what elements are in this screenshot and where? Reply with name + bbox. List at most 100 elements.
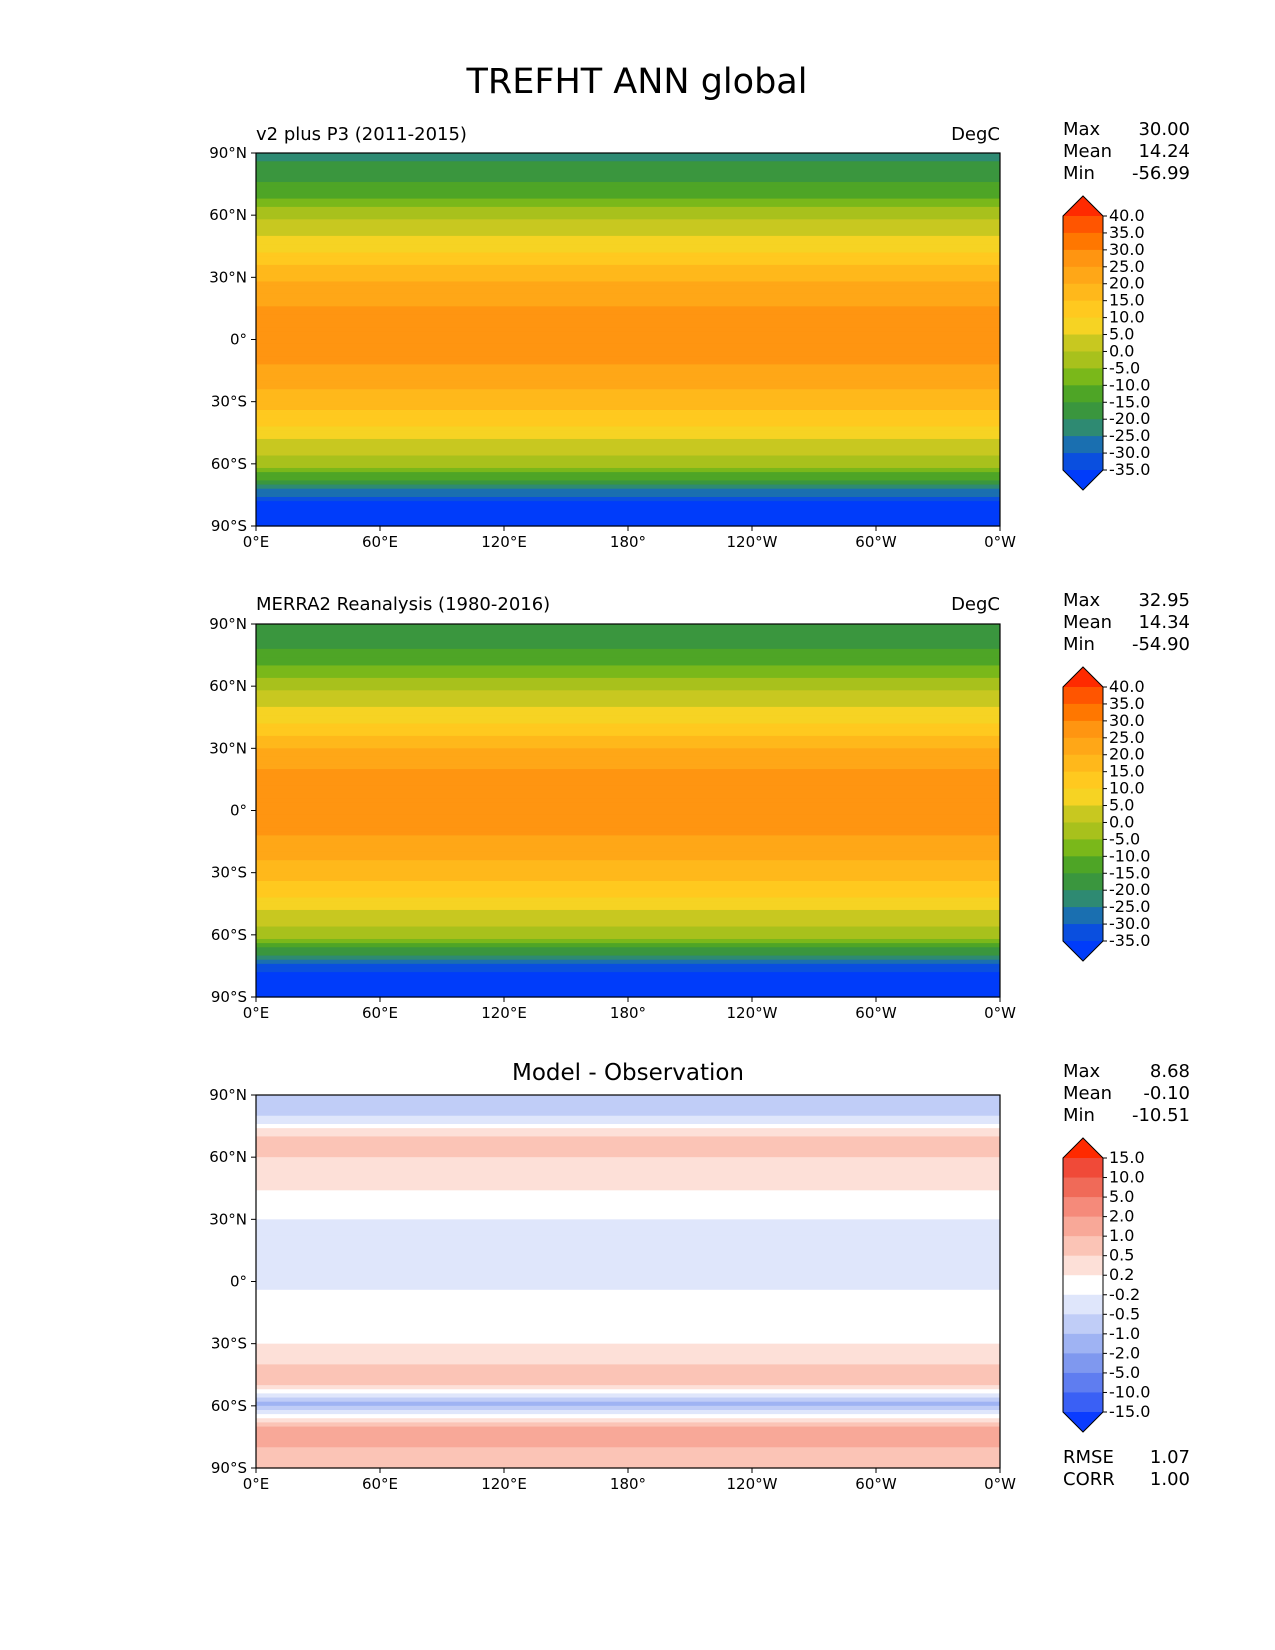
colorbar-tick-label: 40.0	[1109, 677, 1145, 696]
map-band	[256, 727, 1000, 733]
panel-0-stats: Max 30.00 Mean 14.24 Min -56.99	[1063, 119, 1190, 184]
map-band	[256, 972, 1000, 977]
y-tick-label: 60°N	[209, 1148, 247, 1166]
stat-label: Mean	[1063, 612, 1112, 633]
map-band	[256, 711, 1000, 716]
map-band	[256, 785, 1000, 791]
map-band	[256, 1430, 1000, 1436]
map-band	[256, 831, 1000, 836]
map-band	[256, 1119, 1000, 1125]
colorbar-extend-top	[1063, 196, 1103, 216]
stat-label: Min	[1063, 634, 1095, 655]
map-band	[256, 860, 1000, 865]
map-band	[256, 463, 1000, 469]
colorbar-tick-label: 0.0	[1109, 812, 1134, 831]
colorbar-segment	[1063, 687, 1103, 705]
map-band	[256, 706, 1000, 712]
panel-1-stats: Max 32.95 Mean 14.34 Min -54.90	[1063, 590, 1190, 655]
y-tick-label: 60°S	[211, 926, 247, 944]
map-band	[256, 186, 1000, 191]
map-band	[256, 161, 1000, 167]
map-band	[256, 376, 1000, 382]
map-band	[256, 640, 1000, 646]
map-band	[256, 731, 1000, 737]
stat-label: Max	[1063, 119, 1101, 140]
x-tick-label: 180°	[610, 1004, 646, 1022]
map-band	[256, 244, 1000, 249]
panel-0-left-title: v2 plus P3 (2011-2015)	[256, 124, 467, 145]
map-band	[256, 702, 1000, 708]
map-band	[256, 1314, 1000, 1320]
map-band	[256, 153, 1000, 158]
map-band	[256, 1190, 1000, 1196]
map-band	[256, 285, 1000, 291]
colorbar-segment	[1063, 1353, 1103, 1374]
panel-1-left-title: MERRA2 Reanalysis (1980-2016)	[256, 594, 550, 615]
map-band	[256, 773, 1000, 778]
map-band	[256, 1103, 1000, 1109]
y-tick-label: 30°N	[209, 739, 247, 757]
x-tick-label: 0°E	[243, 533, 270, 551]
colorbar-segment	[1063, 771, 1103, 790]
map-band	[256, 1157, 1000, 1162]
colorbar-tick-label: -20.0	[1109, 409, 1150, 428]
map-band	[256, 665, 1000, 671]
map-band	[256, 1364, 1000, 1370]
map-band	[256, 1206, 1000, 1212]
map-band	[256, 661, 1000, 667]
y-tick-label: 90°N	[209, 615, 247, 633]
map-band	[256, 157, 1000, 162]
map-band	[256, 1426, 1000, 1432]
map-band	[256, 277, 1000, 283]
map-band	[256, 901, 1000, 907]
map-band	[256, 934, 1000, 940]
map-band	[256, 947, 1000, 953]
map-band	[256, 314, 1000, 320]
map-band	[256, 198, 1000, 204]
colorbar-tick-label: 1.0	[1109, 1226, 1134, 1245]
colorbar-extend-bottom	[1063, 1412, 1103, 1432]
map-band	[256, 1231, 1000, 1237]
map-band	[256, 385, 1000, 390]
map-band	[256, 480, 1000, 486]
y-tick-label: 60°S	[211, 1397, 247, 1415]
map-band	[256, 459, 1000, 465]
colorbar-tick-label: -35.0	[1109, 931, 1150, 950]
map-band	[256, 1240, 1000, 1245]
map-band	[256, 509, 1000, 515]
x-tick-label: 0°E	[243, 1475, 270, 1493]
colorbar-segment	[1063, 249, 1103, 268]
map-band	[256, 1269, 1000, 1274]
map-band	[256, 967, 1000, 973]
x-tick-label: 0°W	[984, 533, 1016, 551]
map-band	[256, 1302, 1000, 1307]
x-tick-label: 0°W	[984, 1475, 1016, 1493]
map-band	[256, 496, 1000, 502]
map-band	[256, 443, 1000, 448]
y-tick-label: 60°N	[209, 677, 247, 695]
panel-0-map: 0°E 60°E 120°E 180° 120°W 60°W 0°W 90°N 60°N 30°N…	[209, 144, 1016, 551]
colorbar-segment	[1063, 266, 1103, 285]
colorbar-segment	[1063, 453, 1103, 471]
panel-2: Model - Observation 0°E 60°E 120°E 180° 120°…	[209, 1060, 1190, 1493]
map-band	[256, 636, 1000, 642]
x-tick-label: 180°	[610, 1475, 646, 1493]
colorbar-tick-label: 10.0	[1109, 308, 1145, 327]
colorbar-tick-label: -5.0	[1109, 358, 1140, 377]
stat-value: -56.99	[1132, 163, 1190, 184]
panel-0-right-title: DegC	[951, 124, 1000, 145]
map-band	[256, 1360, 1000, 1365]
map-band	[256, 669, 1000, 675]
map-band	[256, 719, 1000, 725]
map-band	[256, 632, 1000, 638]
map-band	[256, 648, 1000, 654]
colorbar-segment	[1063, 1372, 1103, 1393]
x-tick-label: 0°E	[243, 1004, 270, 1022]
map-band	[256, 1401, 1000, 1407]
map-band	[256, 868, 1000, 874]
colorbar-segment	[1063, 419, 1103, 437]
colorbar-tick-label: -10.0	[1109, 1382, 1150, 1401]
footer-stat-value: 1.00	[1150, 1469, 1190, 1490]
map-band	[256, 467, 1000, 473]
stat-value: 8.68	[1150, 1061, 1190, 1082]
